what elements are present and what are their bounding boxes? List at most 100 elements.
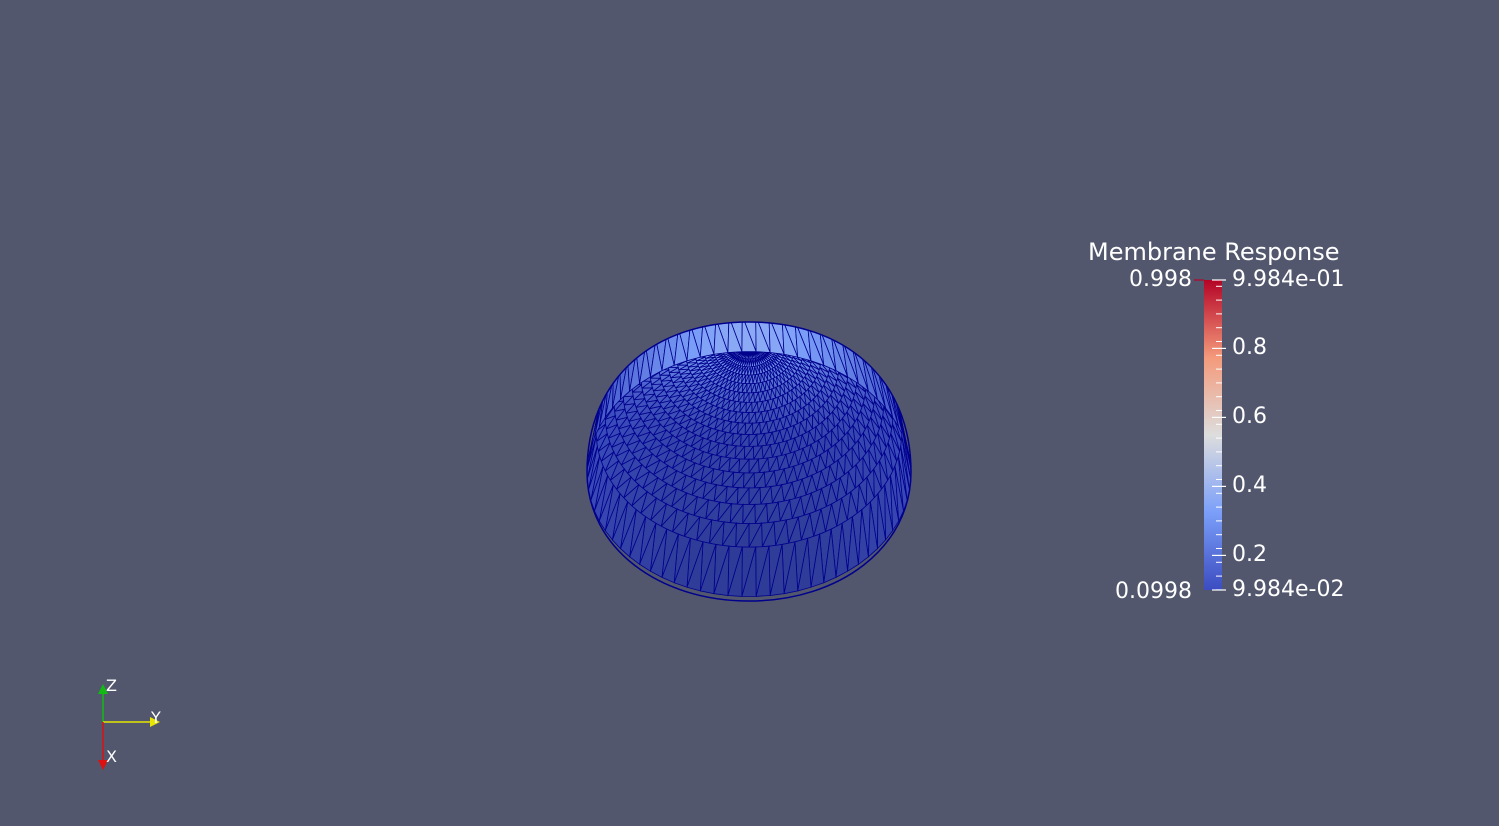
mesh-triangle (659, 322, 669, 326)
mesh-triangle (790, 314, 801, 317)
mesh-triangle (810, 322, 827, 324)
mesh-triangle (696, 305, 704, 308)
mesh-triangle (749, 307, 755, 311)
mesh-triangle (726, 299, 738, 302)
mesh-triangle (801, 311, 813, 315)
mesh-triangle (732, 322, 738, 324)
mesh-triangle (732, 299, 739, 302)
mesh-triangle (809, 322, 826, 332)
mesh-triangle (719, 297, 729, 299)
mesh-triangle (818, 322, 832, 323)
mesh-triangle (720, 301, 732, 307)
mesh-triangle (780, 304, 791, 307)
mesh-triangle (661, 322, 672, 325)
mesh-triangle (821, 322, 835, 329)
mesh-triangle (798, 313, 810, 316)
mesh-triangle (733, 304, 739, 308)
mesh-triangle (662, 325, 672, 333)
mesh-triangle (661, 333, 675, 372)
x-axis-arrow (98, 760, 108, 770)
mesh-triangle (825, 322, 839, 328)
mesh-triangle (746, 304, 752, 308)
mesh-triangle (724, 316, 728, 321)
mesh-triangle (694, 309, 700, 313)
mesh-triangle (783, 315, 793, 317)
mesh-triangle (676, 322, 689, 328)
mesh-triangle (735, 304, 740, 308)
mesh-triangle (611, 501, 628, 550)
mesh-triangle (729, 296, 739, 297)
mesh-triangle (768, 303, 777, 306)
mesh-triangle (631, 343, 641, 352)
mesh-triangle (730, 299, 738, 302)
mesh-triangle (738, 298, 745, 301)
mesh-triangle (821, 322, 837, 329)
mesh-triangle (638, 337, 648, 351)
mesh-triangle (700, 309, 706, 313)
mesh-triangle (692, 307, 699, 311)
mesh-triangle (705, 315, 710, 320)
mesh-triangle (773, 310, 782, 313)
mesh-triangle (848, 333, 864, 349)
mesh-triangle (648, 326, 659, 335)
mesh-triangle (739, 322, 744, 323)
mesh-triangle (676, 316, 682, 321)
mesh-triangle (655, 324, 668, 338)
y-axis-arrow (150, 717, 160, 727)
mesh-triangle (786, 301, 799, 305)
mesh-triangle (649, 330, 662, 344)
mesh-triangle (762, 302, 771, 305)
mesh-triangle (733, 297, 744, 298)
mesh-triangle (674, 312, 682, 317)
mesh-triangle (710, 310, 716, 315)
mesh-triangle (749, 297, 758, 299)
mesh-triangle (780, 303, 791, 305)
mesh-triangle (890, 387, 904, 438)
mesh-triangle (677, 312, 687, 318)
mesh-triangle (701, 302, 711, 305)
orientation-axes-glyph (98, 684, 160, 770)
mesh-triangle (685, 310, 692, 314)
mesh-triangle (783, 312, 793, 315)
mesh-triangle (822, 327, 835, 335)
mesh-triangle (768, 304, 777, 307)
mesh-triangle (656, 322, 668, 329)
mesh-triangle (604, 377, 614, 418)
mesh-triangle (792, 303, 806, 310)
mesh-triangle (741, 322, 757, 353)
mesh-triangle (706, 306, 712, 310)
mesh-triangle (689, 308, 696, 312)
mesh-triangle (827, 325, 841, 335)
mesh-triangle (755, 312, 761, 317)
mesh-triangle (636, 340, 646, 350)
mesh-triangle (845, 331, 860, 345)
mesh-triangle (737, 298, 745, 301)
mesh-triangle (777, 299, 789, 302)
mesh-triangle (820, 322, 838, 338)
mesh-triangle (714, 301, 726, 304)
mesh-triangle (728, 309, 733, 314)
mesh-triangle (792, 303, 806, 310)
mesh-triangle (847, 516, 859, 572)
mesh-triangle (837, 330, 851, 341)
mesh-triangle (634, 339, 644, 349)
mesh-triangle (755, 302, 763, 305)
mesh-triangle (730, 305, 735, 310)
mesh-triangle (625, 352, 636, 361)
mesh-triangle (691, 305, 701, 309)
mesh-triangle (837, 324, 853, 338)
mesh-triangle (787, 302, 799, 305)
mesh-triangle (801, 308, 816, 318)
mesh-triangle (705, 312, 710, 317)
mesh-triangle (767, 302, 777, 304)
mesh-triangle (652, 333, 662, 341)
mesh-triangle (786, 308, 797, 311)
mesh-triangle (726, 297, 735, 299)
mesh-triangle (722, 308, 735, 318)
legend-title: Membrane Response (1088, 238, 1340, 266)
mesh-triangle (787, 302, 799, 305)
mesh-triangle (807, 314, 819, 318)
mesh-triangle (700, 315, 706, 320)
mesh-triangle (798, 322, 815, 327)
